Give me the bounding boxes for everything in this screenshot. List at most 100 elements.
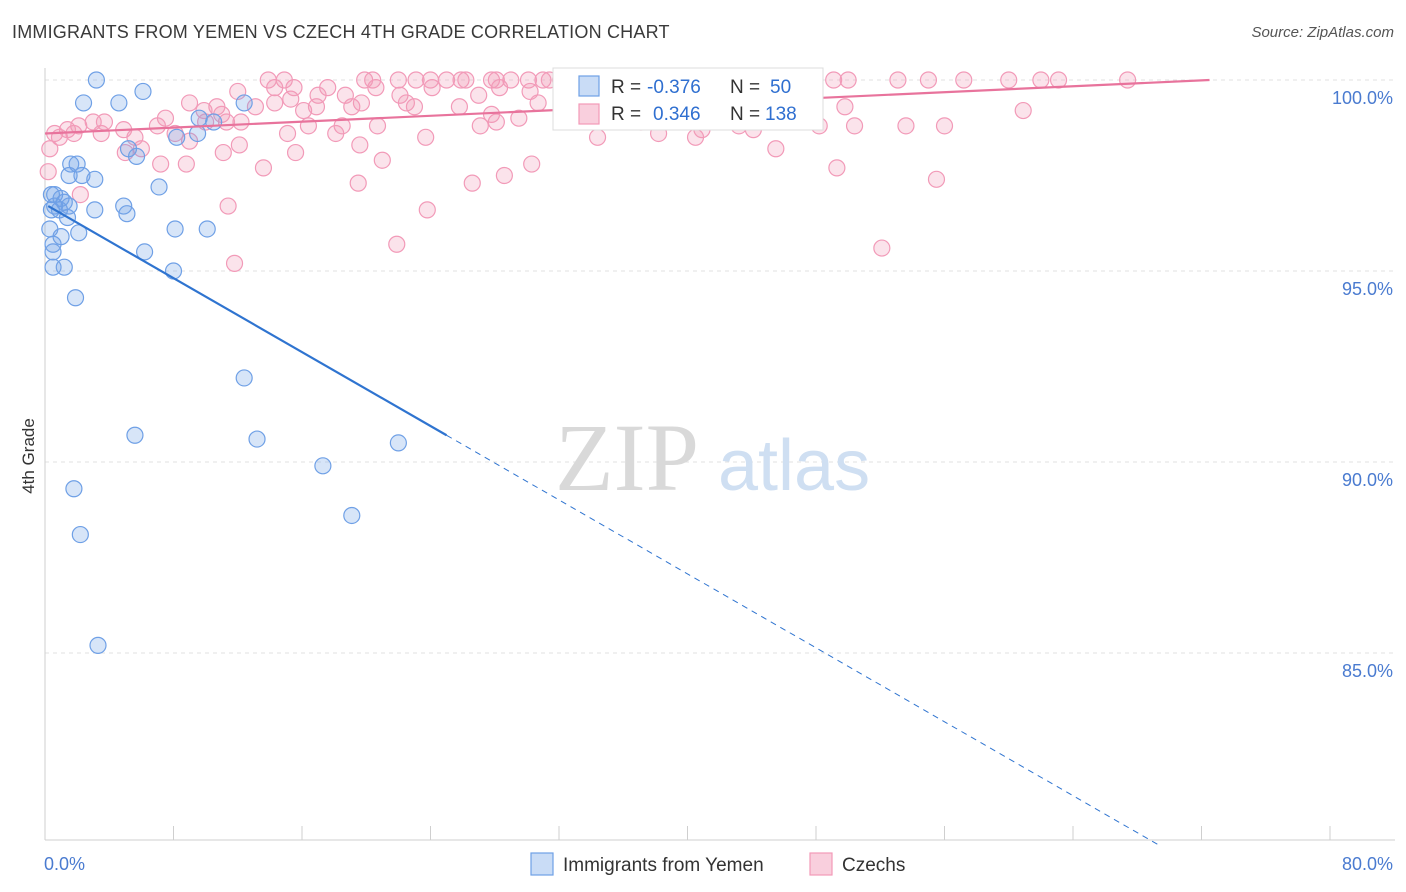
yemen-point (314, 457, 332, 475)
yemen-point (73, 166, 91, 185)
czechs-point (278, 124, 297, 143)
yemen-point (60, 166, 78, 185)
yemen-trend-line (47, 205, 448, 437)
yemen-point (44, 243, 62, 261)
yemen-point (166, 220, 184, 238)
stats-n-value-pink: 138 (765, 104, 797, 125)
czechs-point (397, 94, 416, 112)
yemen-points (41, 71, 407, 654)
czechs-point (351, 136, 369, 154)
czechs-point (470, 86, 488, 104)
yemen-point (118, 205, 136, 223)
yemen-point (86, 170, 104, 188)
czechs-point (452, 71, 470, 89)
yemen-point (198, 220, 216, 238)
czechs-point (471, 117, 489, 135)
czechs-point (889, 71, 907, 89)
czechs-point (39, 163, 57, 181)
czechs-point (437, 71, 456, 89)
yemen-point (87, 71, 106, 89)
legend-label-yemen[interactable]: Immigrants from Yemen (563, 855, 764, 876)
source-label: Source: ZipAtlas.com (1251, 24, 1394, 41)
yemen-point (164, 262, 183, 280)
czechs-point (388, 235, 406, 253)
czechs-point (152, 155, 170, 173)
yemen-point (46, 186, 64, 204)
czechs-point (219, 197, 237, 215)
y-tick-label: 90.0% (1342, 470, 1393, 490)
yemen-trend-extension (446, 434, 1162, 847)
czechs-point (767, 140, 785, 158)
axes (44, 68, 1395, 841)
czechs-point (955, 71, 973, 89)
grid-lines (45, 79, 1395, 654)
czechs-point (457, 71, 475, 89)
czechs-point (254, 159, 273, 177)
yemen-point (134, 82, 152, 101)
czechs-point (845, 117, 864, 135)
czechs-point (418, 201, 436, 219)
czechs-point (686, 128, 705, 146)
czechs-point (534, 71, 552, 89)
legend-label-czechs[interactable]: Czechs (842, 855, 905, 876)
czechs-point (148, 117, 167, 135)
yemen-point (343, 506, 361, 525)
y-tick-labels: 85.0% 90.0% 95.0% 100.0% (1332, 88, 1393, 681)
czechs-point (367, 79, 385, 97)
czechs-point (927, 170, 946, 188)
czechs-point (266, 79, 284, 97)
legend-swatch-yemen[interactable] (530, 852, 554, 876)
czechs-point (490, 79, 509, 97)
czechs-point (1032, 71, 1050, 89)
czechs-point (1014, 101, 1032, 120)
yemen-point (110, 94, 128, 112)
czechs-point (919, 71, 938, 89)
czechs-point (373, 151, 391, 169)
chart-title: IMMIGRANTS FROM YEMEN VS CZECH 4TH GRADE… (12, 22, 670, 42)
czechs-point (873, 239, 891, 257)
y-tick-label: 95.0% (1342, 279, 1393, 299)
czechs-point (405, 98, 424, 116)
yemen-point (235, 369, 253, 387)
czechs-point (214, 143, 232, 162)
yemen-point (188, 124, 207, 143)
czechs-point (327, 124, 345, 143)
czechs-point (307, 98, 326, 116)
series-legend: Immigrants from Yemen Czechs (530, 852, 905, 876)
czechs-point (343, 98, 361, 116)
yemen-point (190, 109, 208, 127)
czechs-point (349, 174, 367, 192)
yemen-point (235, 94, 253, 112)
yemen-point (168, 128, 186, 146)
czechs-point (487, 113, 505, 131)
czechs-point (897, 117, 915, 135)
yemen-point (150, 178, 168, 196)
czechs-point (282, 90, 300, 108)
stats-legend: R = -0.376 N = 50 R = 0.346 N = 138 (552, 67, 824, 131)
czechs-point (417, 128, 435, 146)
czechs-point (84, 113, 102, 131)
x-tick-labels: 0.0% 80.0% (44, 854, 1393, 874)
stats-n-label-blue: N = (730, 77, 760, 98)
czechs-point (825, 71, 843, 89)
yemen-point (66, 289, 85, 307)
stats-n-label-pink: N = (730, 104, 760, 125)
yemen-point (127, 147, 146, 165)
legend-swatch-czechs[interactable] (809, 852, 833, 876)
czechs-point (286, 143, 305, 162)
yemen-point (205, 113, 223, 131)
stats-r-value-pink: 0.346 (653, 104, 701, 125)
czechs-point (450, 98, 469, 116)
yemen-point (74, 94, 93, 112)
czechs-point (41, 140, 59, 158)
y-axis-title: 4th Grade (19, 418, 38, 494)
czechs-point (423, 79, 441, 97)
stats-legend-swatch-blue (578, 75, 600, 97)
czechs-point (495, 166, 513, 185)
czechs-point (828, 159, 846, 177)
yemen-point (389, 434, 407, 452)
stats-r-label-pink: R = (611, 104, 641, 125)
czechs-point (407, 71, 425, 89)
y-tick-label: 100.0% (1332, 88, 1393, 108)
